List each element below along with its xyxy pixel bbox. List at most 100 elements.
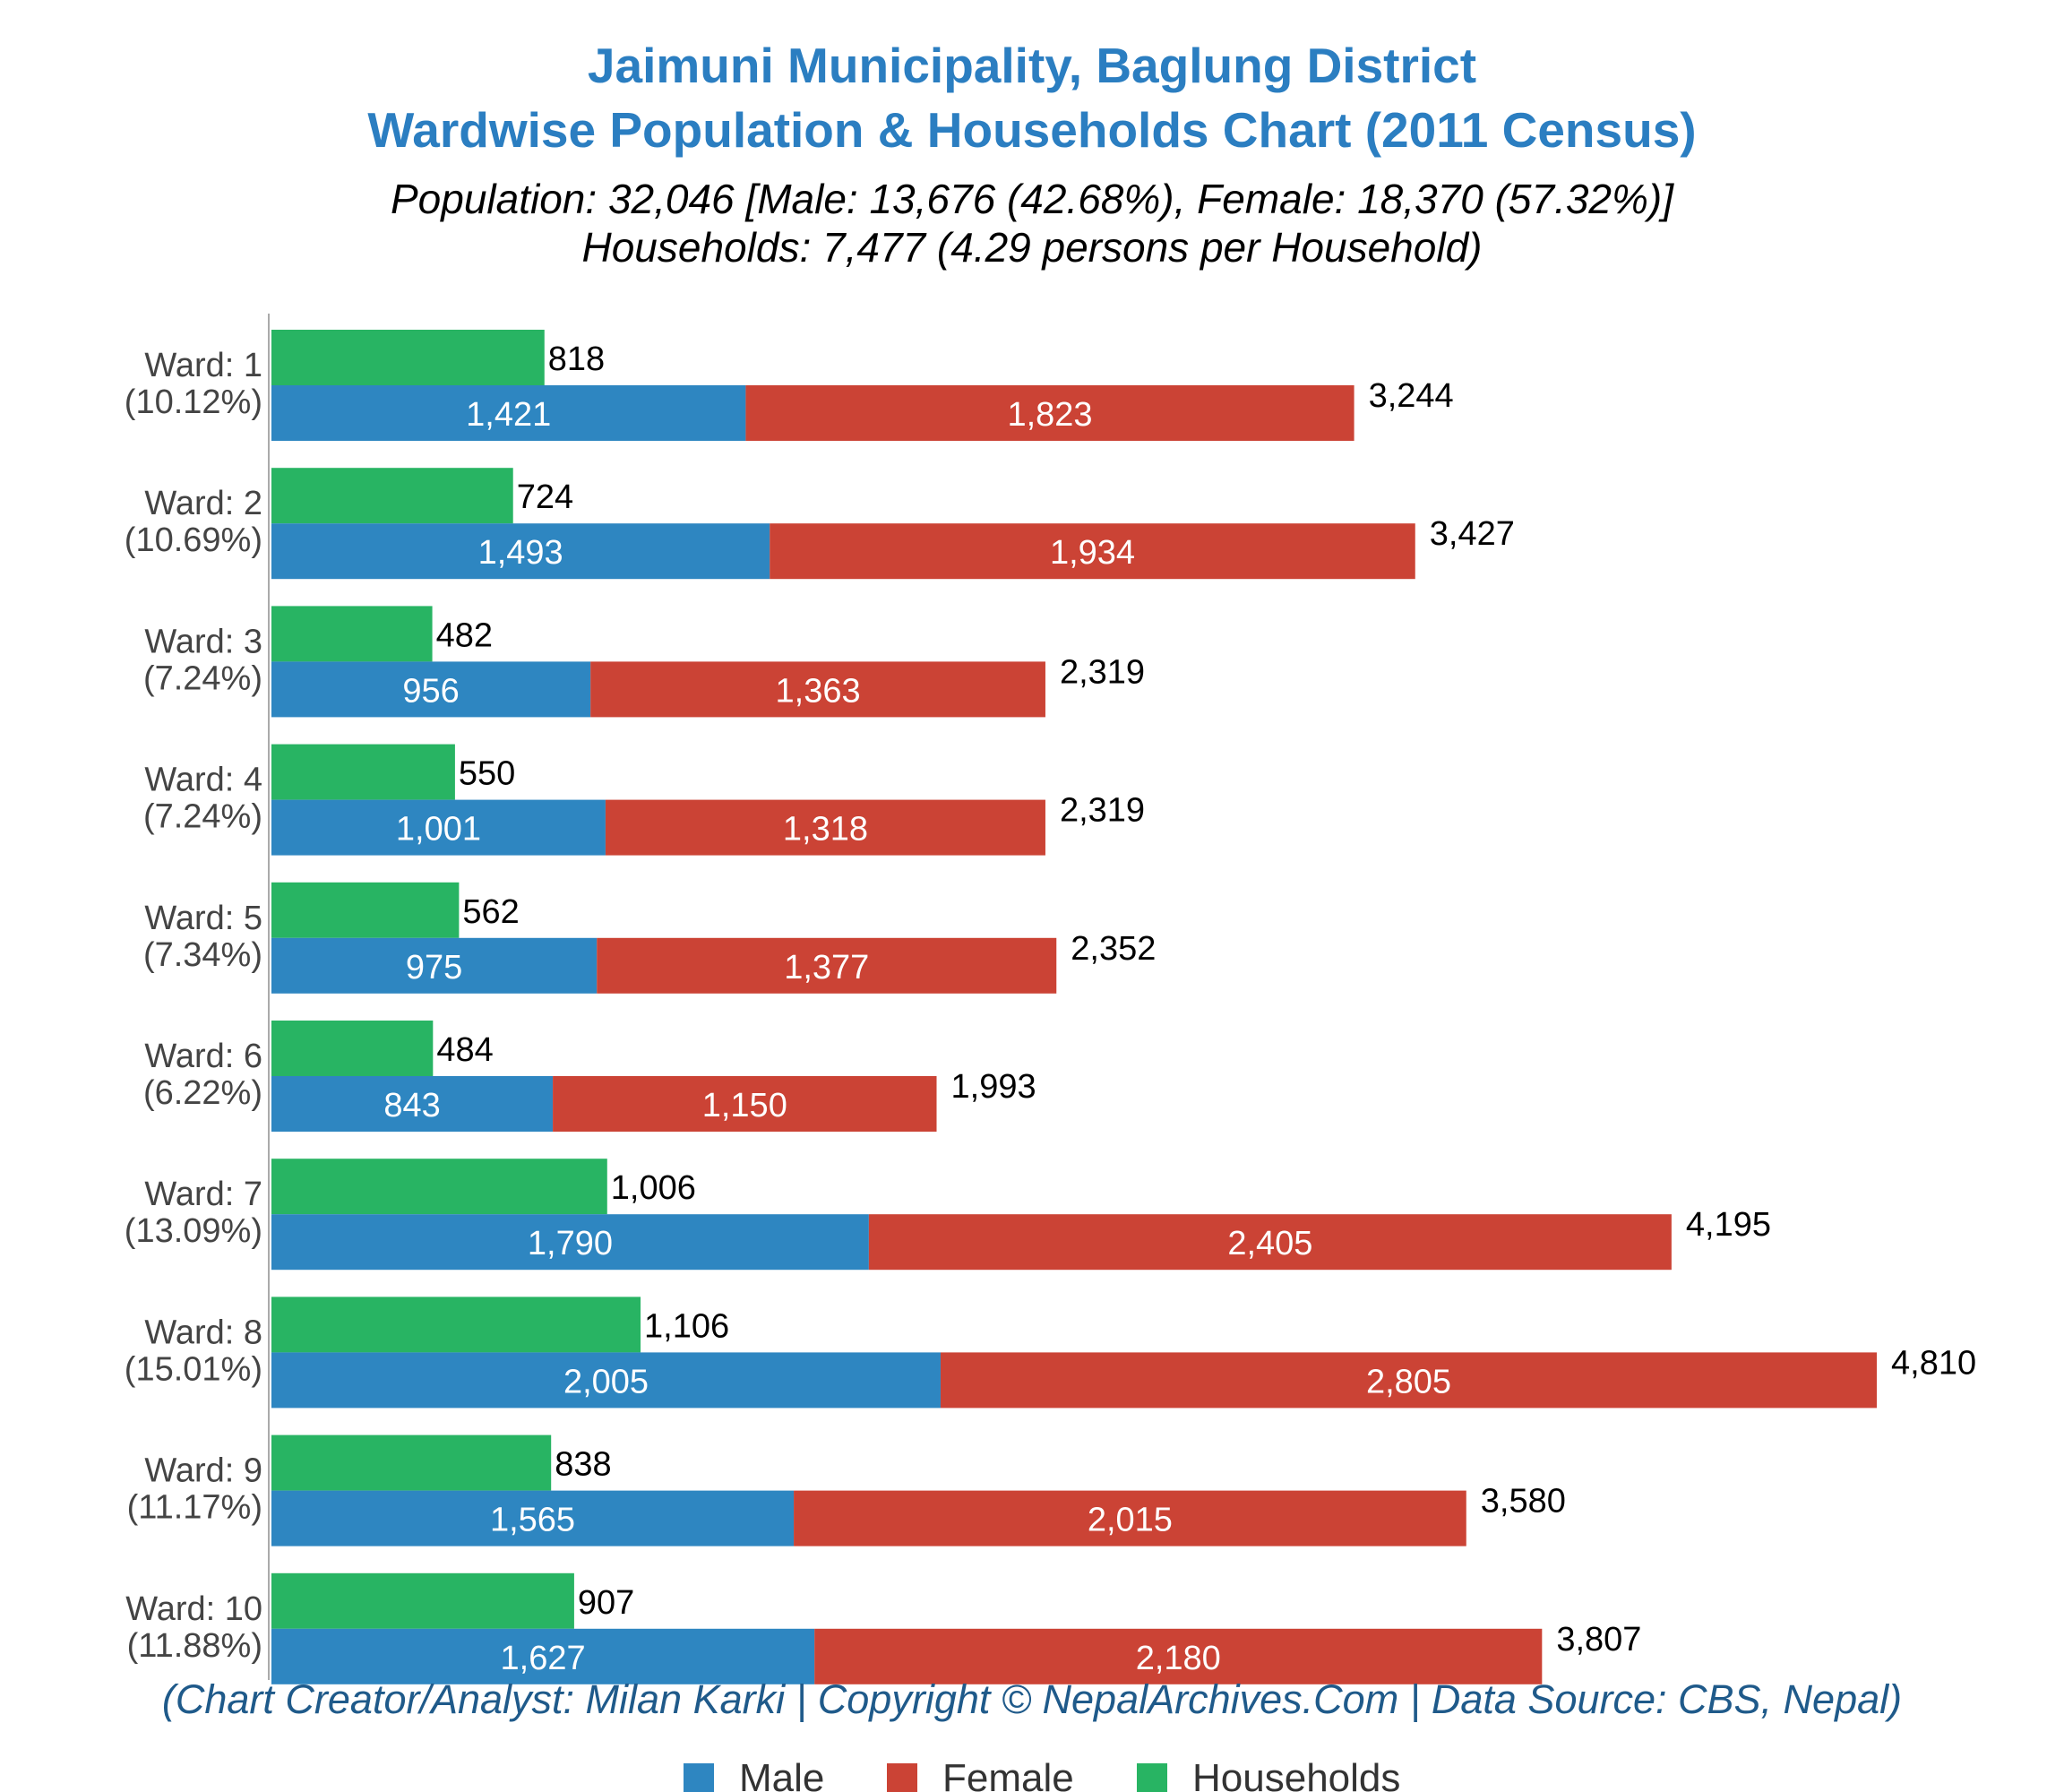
households-bar	[271, 882, 460, 938]
total-value-label: 3,427	[1430, 515, 1515, 553]
households-bar	[271, 1297, 641, 1353]
total-value-label: 4,810	[1891, 1344, 1976, 1382]
total-value-label: 3,244	[1369, 377, 1454, 415]
ward-share-label: (6.22%)	[143, 1074, 262, 1112]
legend-label: Male	[739, 1756, 824, 1792]
female-bar	[868, 1214, 1672, 1271]
male-bar	[271, 1628, 815, 1684]
ward-share-label: (7.24%)	[143, 659, 262, 697]
ward-label: Ward: 7	[144, 1176, 262, 1213]
households-value-label: 907	[578, 1584, 634, 1622]
households-bar	[271, 744, 455, 800]
households-bar	[271, 1159, 607, 1215]
ward-labels: Ward: 1(10.12%)Ward: 2(10.69%)Ward: 3(7.…	[125, 347, 262, 1665]
female-bar	[794, 1490, 1466, 1546]
male-bar	[271, 937, 598, 994]
households-value-label: 818	[548, 340, 605, 378]
legend-swatch	[1137, 1763, 1167, 1792]
ward-share-label: (7.24%)	[143, 798, 262, 836]
female-bar	[745, 385, 1354, 441]
female-bar	[553, 1076, 937, 1132]
female-value-label: 1,363	[776, 672, 861, 710]
total-value-label: 4,195	[1686, 1206, 1771, 1244]
female-bar	[590, 661, 1045, 718]
ward-label: Ward: 6	[144, 1038, 262, 1075]
ward-label: Ward: 9	[144, 1452, 262, 1490]
households-value-label: 838	[555, 1446, 611, 1484]
male-bar	[271, 385, 746, 441]
total-value-label: 3,580	[1481, 1483, 1566, 1521]
total-value-label: 3,807	[1556, 1621, 1641, 1658]
ward-label: Ward: 2	[144, 485, 262, 522]
ward-label: Ward: 8	[144, 1314, 262, 1351]
male-value-label: 843	[383, 1087, 440, 1124]
ward-label: Ward: 10	[125, 1590, 262, 1628]
female-value-label: 1,377	[784, 949, 869, 986]
male-bar	[271, 1352, 941, 1409]
total-value-label: 2,319	[1060, 792, 1145, 830]
female-value-label: 2,180	[1136, 1640, 1221, 1677]
ward-label: Ward: 3	[144, 623, 262, 660]
households-value-label: 1,006	[611, 1169, 696, 1207]
ward-share-label: (7.34%)	[143, 936, 262, 974]
chart-subtitle-line1: Population: 32,046 [Male: 13,676 (42.68%…	[391, 176, 1674, 222]
ward-share-label: (10.12%)	[125, 383, 262, 421]
male-value-label: 1,565	[490, 1502, 575, 1539]
ward-share-label: (13.09%)	[125, 1212, 262, 1250]
male-bar	[271, 661, 591, 718]
female-value-label: 2,405	[1227, 1225, 1312, 1262]
female-bar	[597, 937, 1057, 994]
households-value-label: 562	[462, 893, 519, 931]
households-value-label: 724	[517, 478, 573, 516]
ward-label: Ward: 5	[144, 900, 262, 937]
total-value-label: 2,352	[1071, 930, 1156, 968]
male-bar	[271, 1490, 795, 1546]
male-value-label: 1,627	[501, 1640, 586, 1677]
households-value-label: 482	[436, 616, 493, 654]
female-value-label: 1,150	[702, 1087, 787, 1124]
male-value-label: 1,001	[396, 811, 481, 849]
households-bar	[271, 1572, 574, 1629]
ward-share-label: (11.88%)	[127, 1627, 262, 1665]
female-value-label: 1,934	[1050, 534, 1135, 572]
male-value-label: 975	[406, 949, 462, 986]
male-value-label: 1,790	[528, 1225, 613, 1262]
bars	[271, 330, 1877, 1684]
male-value-label: 956	[402, 672, 459, 710]
households-value-label: 484	[436, 1031, 493, 1069]
ward-share-label: (15.01%)	[125, 1350, 262, 1388]
chart-title-line2: Wardwise Population & Households Chart (…	[367, 102, 1696, 158]
chart-credit: (Chart Creator/Analyst: Milan Karki | Co…	[162, 1676, 1902, 1722]
male-bar	[271, 523, 770, 580]
households-value-label: 1,106	[644, 1307, 729, 1345]
total-value-label: 2,319	[1060, 653, 1145, 691]
female-bar	[940, 1352, 1877, 1409]
households-bar	[271, 1021, 434, 1076]
legend-label: Female	[942, 1756, 1074, 1792]
households-bar	[271, 330, 545, 385]
male-bar	[271, 1076, 554, 1132]
male-bar	[271, 1214, 869, 1271]
female-bar	[770, 523, 1415, 580]
male-value-label: 1,493	[478, 534, 563, 572]
female-value-label: 1,823	[1007, 396, 1092, 434]
legend-swatch	[887, 1763, 917, 1792]
female-bar	[605, 799, 1045, 856]
male-value-label: 2,005	[563, 1363, 649, 1400]
legend: Male Female Households	[684, 1756, 1400, 1792]
ward-label: Ward: 1	[144, 347, 262, 384]
female-value-label: 1,318	[783, 811, 868, 849]
ward-label: Ward: 4	[144, 762, 262, 799]
households-bar	[271, 606, 433, 662]
female-value-label: 2,015	[1088, 1502, 1173, 1539]
female-value-label: 2,805	[1366, 1363, 1451, 1400]
bar-labels: 818 1,421 1,823 3,244 724 1,493 1,934 3,427 482 9…	[383, 340, 1976, 1677]
male-bar	[271, 799, 606, 856]
households-bar	[271, 1434, 552, 1491]
legend-swatch	[684, 1763, 714, 1792]
chart-subtitle-line2: Households: 7,477 (4.29 persons per Hous…	[582, 224, 1483, 271]
chart-title-line1: Jaimuni Municipality, Baglung District	[588, 38, 1476, 93]
ward-share-label: (10.69%)	[125, 521, 262, 559]
female-bar	[814, 1628, 1543, 1684]
